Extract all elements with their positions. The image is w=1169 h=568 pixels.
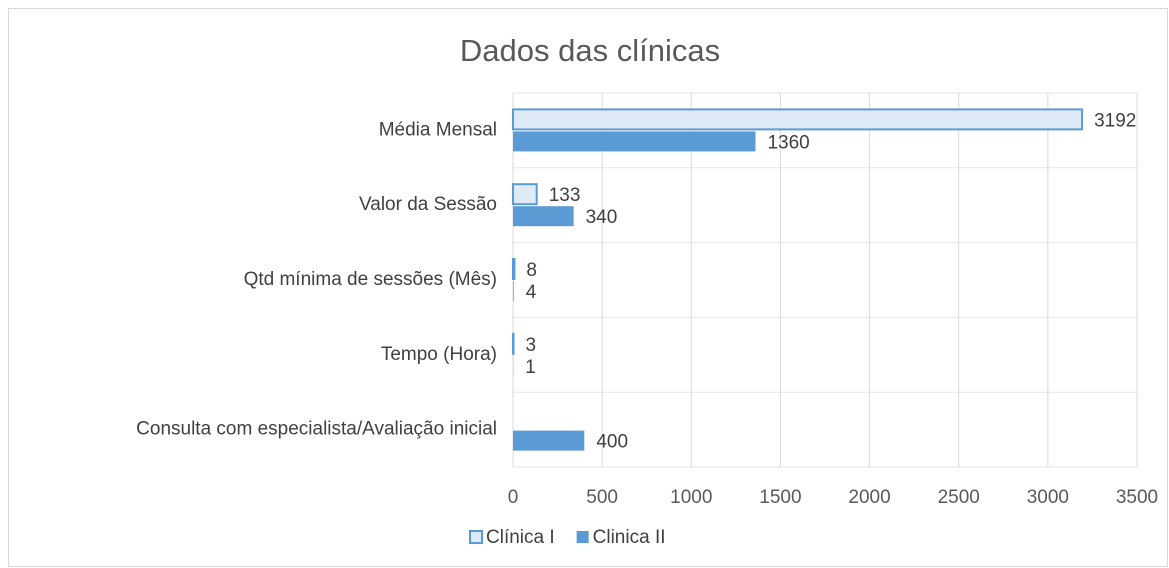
y-tick-label: Valor da Sessão	[359, 194, 497, 215]
x-tick-label: 1000	[670, 487, 712, 508]
data-label: 4	[526, 282, 537, 303]
legend-swatch	[576, 531, 589, 543]
x-tick-label: 3000	[1027, 487, 1069, 508]
legend-label: Clínica I	[486, 527, 555, 548]
chart-border	[8, 8, 1168, 567]
bar	[513, 206, 574, 227]
data-label: 3192	[1094, 110, 1136, 131]
data-label: 1360	[767, 132, 809, 153]
y-tick-label: Qtd mínima de sessões (Mês)	[244, 269, 497, 290]
x-tick-label: 2500	[938, 487, 980, 508]
legend-swatch	[469, 530, 483, 544]
bar	[513, 131, 756, 152]
x-tick-label: 2000	[848, 487, 890, 508]
data-label: 133	[549, 185, 581, 206]
data-label: 340	[586, 207, 618, 228]
x-tick-label: 500	[586, 487, 618, 508]
y-tick-label: Média Mensal	[379, 119, 497, 140]
x-tick-label: 3500	[1116, 487, 1158, 508]
y-tick-label: Consulta com especialista/Avaliação inic…	[136, 419, 497, 440]
bar	[512, 258, 516, 280]
data-label: 8	[526, 260, 537, 281]
x-tick-label: 1500	[759, 487, 801, 508]
data-label: 3	[526, 335, 537, 356]
data-label: 400	[596, 432, 628, 453]
bar	[513, 430, 585, 451]
legend-label: Clinica II	[593, 527, 666, 548]
y-tick-label: Tempo (Hora)	[381, 344, 497, 365]
bar	[512, 183, 538, 206]
chart-title: Dados das clínicas	[460, 33, 720, 68]
bar	[513, 281, 514, 301]
bar	[512, 332, 515, 355]
data-label: 1	[525, 357, 536, 378]
x-tick-label: 0	[508, 487, 519, 508]
bar	[512, 108, 1084, 131]
